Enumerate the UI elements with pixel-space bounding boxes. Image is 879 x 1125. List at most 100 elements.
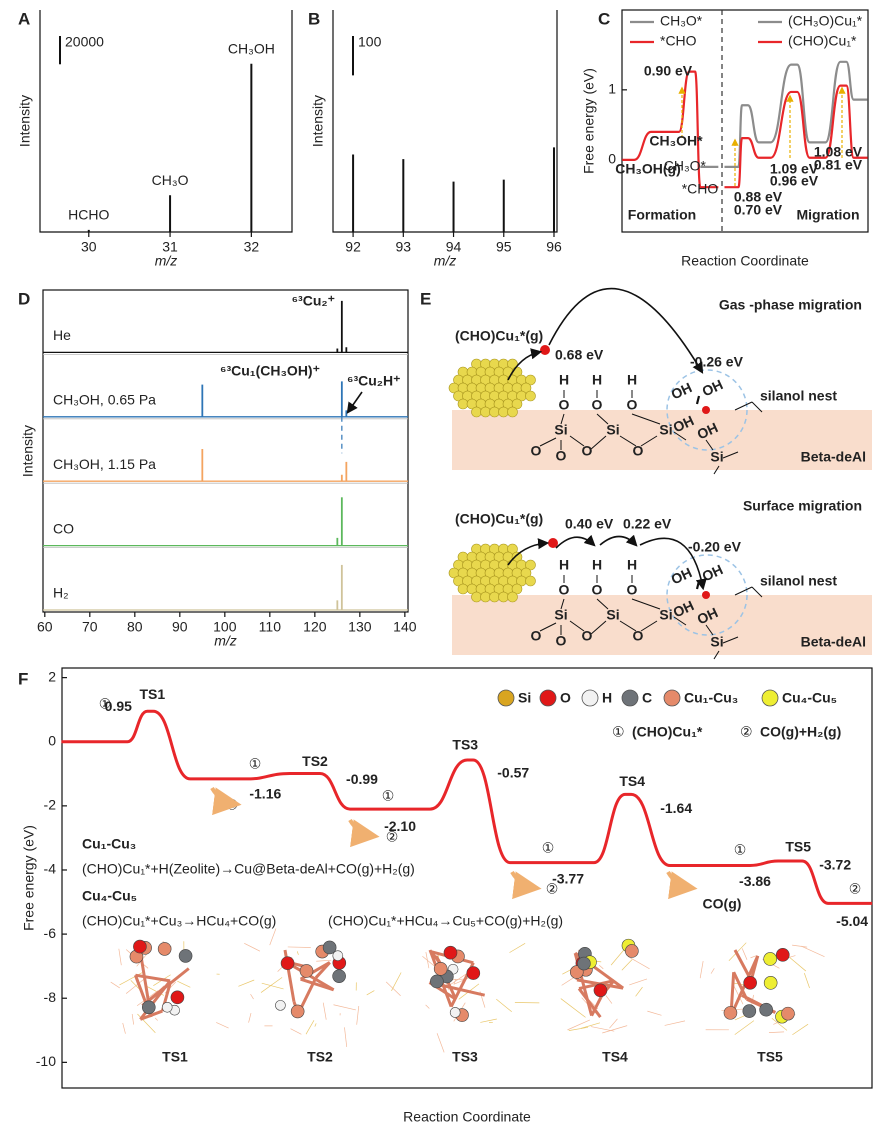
legend-label: Si (518, 690, 531, 706)
atom-label: H (559, 557, 569, 573)
x-tick-label: 96 (546, 239, 562, 255)
bond (732, 971, 749, 1000)
atom-label: H (627, 372, 637, 388)
bond (751, 586, 763, 598)
framework-wire (344, 1027, 348, 1047)
bond (539, 622, 557, 632)
framework-wire (316, 959, 332, 962)
framework-wire (599, 965, 604, 970)
x-tick-label: 95 (496, 239, 512, 255)
cluster-atom (489, 406, 500, 418)
adsorbate-dot (702, 591, 710, 599)
nest-label: silanol nest (760, 573, 837, 589)
legend-label: O (560, 690, 571, 706)
framework-wire (509, 943, 526, 953)
bond (713, 650, 720, 660)
framework-wire (356, 1005, 360, 1025)
atom-label: H (592, 372, 602, 388)
bond (560, 598, 565, 610)
region-label: Migration (797, 207, 860, 223)
atom (763, 952, 777, 966)
framework-wire (732, 984, 744, 1005)
atom-label: Si (554, 422, 567, 438)
x-tick-label: 30 (81, 239, 97, 255)
y-axis-label: Intensity (20, 425, 36, 477)
atom-label: O (633, 443, 644, 459)
structure-label: TS2 (307, 1049, 333, 1065)
legend-label: H (602, 690, 612, 706)
peak-label: CH₃OH (228, 40, 275, 56)
value-label: -1.64 (660, 800, 692, 816)
atom (299, 964, 314, 978)
energy-label: 0.40 eV (565, 516, 614, 532)
atom-label: Si (606, 422, 619, 438)
legend-label: Cu₁-Cu₃ (684, 690, 738, 706)
bond (631, 598, 661, 610)
x-axis-label: m/z (155, 253, 178, 269)
atom (322, 940, 337, 955)
x-axis-label: Reaction Coordinate (681, 253, 809, 269)
scale-bar-label: 100 (358, 34, 382, 50)
cluster-atom (507, 591, 518, 603)
cluster-atom (457, 583, 469, 595)
energy-annotation: 1.08 eV (814, 144, 863, 160)
atom-label: Si (606, 607, 619, 623)
peak-annotation: ⁶³Cu₁(CH₃OH)⁺ (220, 363, 320, 379)
atom-label: O (592, 397, 603, 413)
framework-wire (741, 948, 748, 960)
trace-label: CH₃OH, 0.65 Pa (53, 392, 156, 408)
x-tick-label: 110 (259, 619, 282, 635)
atom (141, 1000, 156, 1015)
atom (178, 949, 193, 963)
framework-wire (734, 1020, 755, 1035)
bond (640, 620, 658, 632)
value-label: -3.86 (739, 873, 771, 889)
x-tick-label: 94 (446, 239, 462, 255)
migration-arrow (507, 538, 550, 566)
x-tick-label: 60 (37, 619, 53, 635)
migration-arrow (548, 287, 704, 374)
structure-label: TS1 (162, 1049, 188, 1065)
legend-atom (497, 689, 515, 707)
legend-atom (539, 689, 557, 707)
trace-label: H₂ (53, 585, 69, 601)
marker-symbol: ② (546, 881, 559, 897)
bond (734, 586, 753, 596)
atom (742, 1004, 757, 1018)
peak-label: HCHO (68, 207, 109, 223)
support (452, 410, 872, 470)
bond (705, 624, 714, 636)
x-tick-label: 31 (162, 239, 178, 255)
structure-label: TS5 (757, 1049, 783, 1065)
bond (713, 465, 720, 475)
bond (705, 439, 714, 451)
state-label: TS2 (302, 753, 328, 769)
framework-wire (238, 979, 255, 987)
energy-annotation: CH₃OH* (649, 133, 703, 149)
atom-label: O (531, 628, 542, 644)
structure-label: TS4 (602, 1049, 628, 1065)
cluster-atom (457, 398, 469, 410)
framework-wire (425, 1004, 430, 1009)
region-label: Formation (628, 207, 696, 223)
cluster-atom (507, 358, 518, 370)
migration-arrow (599, 534, 638, 547)
value-label: -1.16 (249, 786, 281, 802)
state-label: TS4 (619, 773, 645, 789)
bond (135, 973, 171, 983)
atom-label: Si (554, 607, 567, 623)
migration-arrow (639, 537, 707, 591)
scale-bar-label: 20000 (65, 34, 104, 50)
y-tick-label: 0 (608, 151, 616, 167)
atom (433, 962, 448, 976)
support-label: Beta-deAl (801, 634, 866, 650)
bond (722, 636, 739, 644)
cluster-atom (511, 551, 523, 563)
panel-letter: E (420, 289, 431, 308)
x-tick-label: 140 (393, 619, 417, 635)
y-axis-label: Free energy (eV) (581, 68, 597, 174)
nest-bond (695, 580, 701, 590)
adsorbate-label: (CHO)Cu₁*(g) (455, 328, 543, 344)
adsorbate-dot (548, 538, 558, 548)
framework-wire (177, 980, 191, 988)
